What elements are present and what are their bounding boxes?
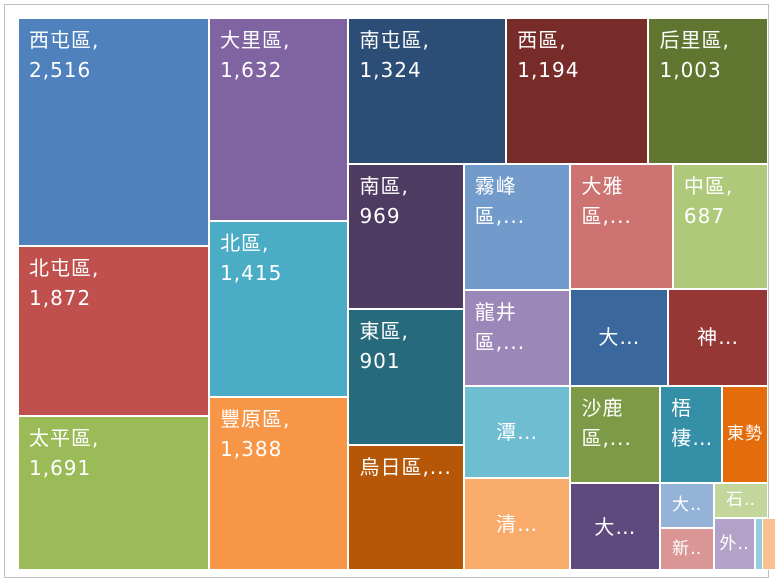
tile-label: 新‥ xyxy=(672,538,703,559)
tile: 中區, 687 xyxy=(672,163,768,289)
tile: 大里區, 1,632 xyxy=(209,18,349,222)
tile-label: 沙鹿區,... xyxy=(581,395,632,450)
tile-label: 豐原區, xyxy=(220,407,291,432)
tile-label: 神… xyxy=(697,325,740,350)
tile-value: 1,872 xyxy=(29,286,92,311)
tile-label: 南區, xyxy=(359,173,409,198)
tile-label: 烏日區,... xyxy=(359,455,452,480)
tile-value: 1,388 xyxy=(220,437,283,462)
tile-value: 1,324 xyxy=(359,58,422,82)
tile: 潭… xyxy=(463,386,571,479)
tile-label: 大… xyxy=(594,514,637,539)
tile: 梧棲… xyxy=(660,385,723,483)
tile-value: 1,691 xyxy=(29,456,92,481)
tile-label: 東勢 xyxy=(727,424,764,445)
tile: 后里區, 1,003 xyxy=(648,18,768,164)
tile-label: 清… xyxy=(496,512,539,537)
tile-value: 901 xyxy=(359,349,401,374)
tile: 北區, 1,415 xyxy=(209,221,349,398)
tile-value: 687 xyxy=(683,203,726,228)
tile-value: 1,194 xyxy=(517,58,580,82)
tile: 西屯區, 2,516 xyxy=(18,18,210,247)
tile-value: 1,003 xyxy=(659,58,722,82)
tile: 大雅區,... xyxy=(570,163,673,289)
tile: 大… xyxy=(570,483,661,570)
tile-label: 潭… xyxy=(496,420,539,445)
tile-label: 東區, xyxy=(359,319,409,344)
tile: 沙鹿區,... xyxy=(570,385,661,484)
treemap: 西屯區, 2,516 北屯區, 1,872 太平區, 1,691 大里區, 1,632 北區, 1… xyxy=(18,18,775,570)
tile-label: 大… xyxy=(598,325,641,350)
tile-label: 石‥ xyxy=(725,490,757,511)
tile-label: 北區, xyxy=(220,231,270,256)
tile: 石‥ xyxy=(714,482,768,518)
tile: 神… xyxy=(668,288,768,386)
tile-label: 大里區, xyxy=(220,28,291,52)
tile-label: 西區, xyxy=(517,28,567,52)
tile-value: 2,516 xyxy=(29,58,92,82)
tile-label: 后里區, xyxy=(659,28,730,52)
tile: 大… xyxy=(570,288,669,386)
tile-label: 西屯區, xyxy=(29,28,100,52)
tile: 南屯區, 1,324 xyxy=(348,18,507,164)
tile: 北屯區, 1,872 xyxy=(18,246,210,417)
tile: 霧峰區,... xyxy=(463,163,571,291)
tile: 烏日區,... xyxy=(348,445,464,570)
tile-label: 北屯區, xyxy=(29,256,100,281)
tile-label: 外‥ xyxy=(719,533,750,554)
tile-value: 1,415 xyxy=(220,261,283,286)
tile: 外‥ xyxy=(714,517,756,570)
tile-value: 1,632 xyxy=(220,58,283,82)
tile-label: 梧棲… xyxy=(671,395,714,450)
tile-label: 中區, xyxy=(683,173,734,198)
tile-value: 969 xyxy=(359,203,401,228)
tile-label: 霧峰區,... xyxy=(474,173,526,228)
tile-label: 龍井區,... xyxy=(474,300,526,355)
tile-label: 太平區, xyxy=(29,426,100,451)
tile: 清… xyxy=(463,478,571,570)
tile: 豐原區, 1,388 xyxy=(209,397,349,570)
tile: 大‥ xyxy=(660,482,715,528)
tile: 東區, 901 xyxy=(348,309,464,446)
tile: 東勢 xyxy=(722,385,768,483)
tile: 太平區, 1,691 xyxy=(18,416,210,570)
tile-label: 大‥ xyxy=(672,495,703,516)
tile-label: 南屯區, xyxy=(359,28,430,52)
tile xyxy=(762,517,775,570)
tile: 西區, 1,194 xyxy=(506,18,649,164)
tile: 新‥ xyxy=(660,527,715,570)
tile: 南區, 969 xyxy=(348,163,464,310)
tile: 龍井區,... xyxy=(463,290,571,387)
tile-label: 大雅區,... xyxy=(581,173,632,228)
